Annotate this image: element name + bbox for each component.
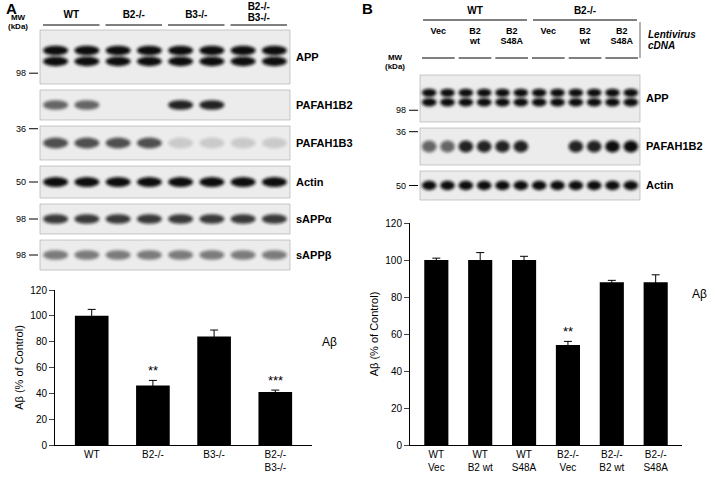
- svg-text:LentiviruscDNA: LentiviruscDNA: [648, 29, 696, 51]
- svg-text:100: 100: [385, 255, 402, 266]
- svg-text:Vec: Vec: [431, 26, 447, 36]
- svg-text:PAFAH1B3: PAFAH1B3: [296, 137, 353, 149]
- svg-text:Vec: Vec: [541, 26, 557, 36]
- svg-text:60: 60: [36, 362, 48, 373]
- svg-text:80: 80: [36, 336, 48, 347]
- svg-text:B2-/-S48A: B2-/-S48A: [643, 449, 668, 473]
- svg-text:B2-/-: B2-/-: [574, 5, 596, 16]
- svg-text:36: 36: [16, 124, 26, 134]
- svg-text:0: 0: [41, 440, 47, 451]
- svg-text:**: **: [563, 324, 573, 339]
- svg-text:40: 40: [391, 366, 403, 377]
- svg-text:PAFAH1B2: PAFAH1B2: [646, 140, 703, 152]
- svg-text:WTB2 wt: WTB2 wt: [468, 449, 493, 473]
- svg-text:Aβ (% of Control): Aβ (% of Control): [13, 325, 25, 410]
- svg-text:Aβ: Aβ: [322, 335, 337, 349]
- svg-text:50: 50: [396, 181, 406, 191]
- svg-text:B: B: [362, 0, 373, 17]
- svg-text:Actin: Actin: [646, 179, 674, 191]
- svg-text:60: 60: [391, 329, 403, 340]
- svg-text:B2-/-B3-/-: B2-/-B3-/-: [264, 449, 286, 473]
- svg-text:WT: WT: [84, 449, 100, 460]
- svg-text:B2-/-: B2-/-: [142, 449, 164, 460]
- svg-text:WT: WT: [467, 5, 483, 16]
- svg-text:WTVec: WTVec: [428, 449, 445, 473]
- svg-text:20: 20: [391, 403, 403, 414]
- svg-text:MW(kDa): MW(kDa): [385, 53, 405, 71]
- svg-text:**: **: [148, 363, 158, 378]
- svg-text:B2-/-Vec: B2-/-Vec: [557, 449, 579, 473]
- svg-text:Aβ (% of Control): Aβ (% of Control): [368, 292, 380, 377]
- svg-text:0: 0: [396, 440, 402, 451]
- svg-text:20: 20: [36, 414, 48, 425]
- svg-text:50: 50: [16, 177, 26, 187]
- svg-text:sAPPα: sAPPα: [296, 213, 332, 225]
- svg-text:WTS48A: WTS48A: [512, 449, 537, 473]
- svg-text:Actin: Actin: [296, 176, 324, 188]
- svg-text:B2S48A: B2S48A: [610, 26, 633, 46]
- svg-text:40: 40: [36, 388, 48, 399]
- svg-text:***: ***: [268, 373, 283, 388]
- svg-text:B2-/-B3-/-: B2-/-B3-/-: [248, 1, 270, 23]
- svg-text:98: 98: [16, 214, 26, 224]
- svg-text:B3-/-: B3-/-: [203, 449, 225, 460]
- svg-text:120: 120: [30, 285, 47, 296]
- svg-text:120: 120: [385, 218, 402, 229]
- svg-text:B2S48A: B2S48A: [500, 26, 523, 46]
- svg-text:B3-/-: B3-/-: [185, 9, 207, 20]
- svg-text:PAFAH1B2: PAFAH1B2: [296, 99, 353, 111]
- svg-text:Aβ: Aβ: [692, 287, 707, 301]
- svg-text:B2wt: B2wt: [579, 26, 591, 46]
- svg-text:sAPPβ: sAPPβ: [296, 249, 332, 261]
- svg-text:B2-/-B2 wt: B2-/-B2 wt: [599, 449, 624, 473]
- svg-text:80: 80: [391, 292, 403, 303]
- svg-text:APP: APP: [296, 51, 319, 63]
- svg-text:98: 98: [16, 250, 26, 260]
- svg-text:WT: WT: [63, 9, 79, 20]
- svg-text:B2wt: B2wt: [469, 26, 481, 46]
- svg-text:98: 98: [16, 68, 26, 78]
- svg-text:B2-/-: B2-/-: [123, 9, 145, 20]
- svg-text:A: A: [6, 0, 17, 17]
- svg-text:100: 100: [30, 310, 47, 321]
- svg-text:MW(kDa): MW(kDa): [8, 13, 28, 31]
- svg-text:98: 98: [396, 105, 406, 115]
- svg-text:APP: APP: [646, 92, 669, 104]
- svg-text:36: 36: [396, 127, 406, 137]
